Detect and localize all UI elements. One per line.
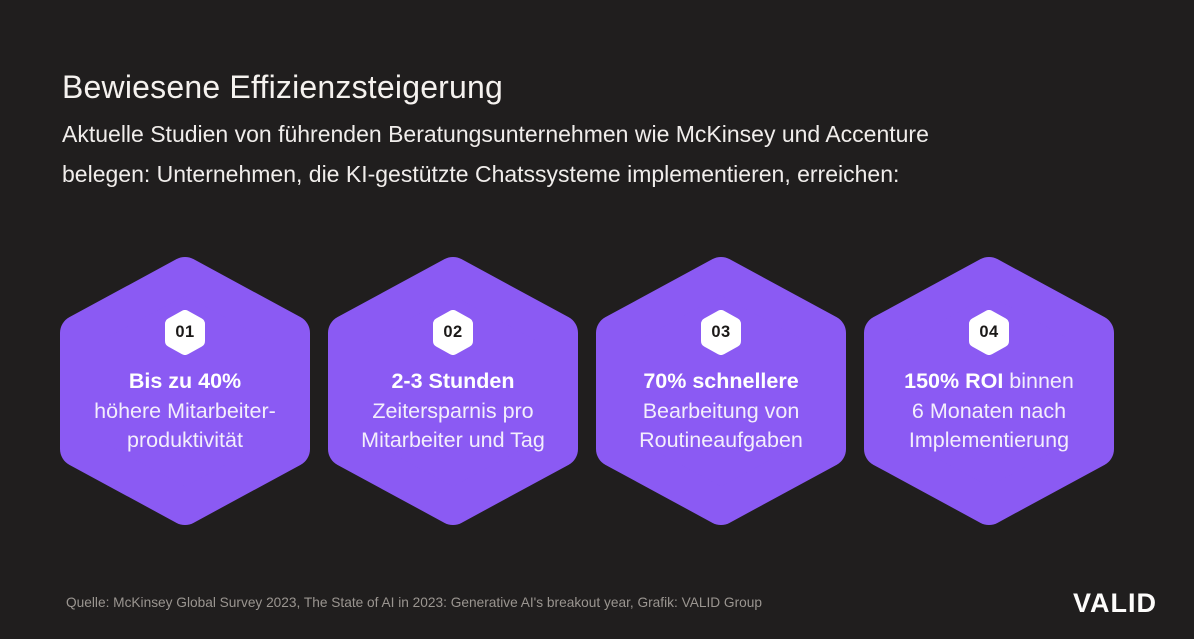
- benefit-text: 150% ROI binnen 6 Monaten nach Implement…: [864, 367, 1114, 456]
- hexagon-shape: [864, 257, 1114, 525]
- benefit-text: 70% schnellere Bearbeitung von Routineau…: [596, 367, 846, 456]
- page-title: Bewiesene Effizienzsteigerung: [62, 69, 504, 106]
- badge-hexagon-icon: [701, 310, 741, 355]
- step-number-badge: 01: [165, 310, 205, 355]
- badge-hexagon-icon: [969, 310, 1009, 355]
- benefit-headline: 70% schnellere: [643, 369, 799, 393]
- benefit-card-3: 03 70% schnellere Bearbeitung von Routin…: [596, 257, 846, 525]
- benefit-headline: Bis zu 40%: [128, 369, 242, 393]
- intro-line-1: Aktuelle Studien von führenden Beratungs…: [62, 121, 929, 147]
- step-number-badge: 02: [433, 310, 473, 355]
- benefit-line-3: Routineaufgaben: [639, 428, 803, 452]
- source-attribution: Quelle: McKinsey Global Survey 2023, The…: [66, 595, 762, 610]
- step-number-badge: 04: [969, 310, 1009, 355]
- hexagon-shape: [596, 257, 846, 525]
- benefit-line-3: produktivität: [127, 428, 243, 452]
- valid-logo: VALID: [1073, 588, 1157, 618]
- step-number-badge: 03: [701, 310, 741, 355]
- badge-hexagon-icon: [165, 310, 205, 355]
- benefit-line-2: 6 Monaten nach: [911, 398, 1067, 423]
- hexagon-shape: [60, 257, 310, 525]
- benefit-line-3: Mitarbeiter und Tag: [361, 428, 545, 452]
- intro-paragraph: Aktuelle Studien von führenden Beratungs…: [62, 114, 929, 194]
- step-number: 01: [175, 323, 195, 341]
- benefit-headline: 2-3 Stunden: [391, 369, 515, 393]
- benefit-line-2: Bearbeitung von: [642, 398, 800, 423]
- benefit-text: Bis zu 40% höhere Mitarbeiter- produktiv…: [60, 367, 310, 456]
- benefit-headline: 150% ROI binnen: [904, 369, 1074, 393]
- badge-hexagon-icon: [433, 310, 473, 355]
- benefit-card-4: 04 150% ROI binnen 6 Monaten nach Implem…: [864, 257, 1114, 525]
- step-number: 03: [711, 323, 731, 341]
- step-number: 04: [979, 323, 999, 341]
- benefit-line-3: Implementierung: [908, 428, 1070, 452]
- benefit-card-2: 02 2-3 Stunden Zeitersparnis pro Mitarbe…: [328, 257, 578, 525]
- intro-line-2: belegen: Unternehmen, die KI-gestützte C…: [62, 161, 900, 187]
- benefit-line-2: höhere Mitarbeiter-: [94, 398, 276, 423]
- hexagon-shape: [328, 257, 578, 525]
- benefit-card-1: 01 Bis zu 40% höhere Mitarbeiter- produk…: [60, 257, 310, 525]
- benefit-text: 2-3 Stunden Zeitersparnis pro Mitarbeite…: [328, 367, 578, 456]
- step-number: 02: [443, 323, 463, 341]
- benefit-line-2: Zeitersparnis pro: [372, 398, 534, 423]
